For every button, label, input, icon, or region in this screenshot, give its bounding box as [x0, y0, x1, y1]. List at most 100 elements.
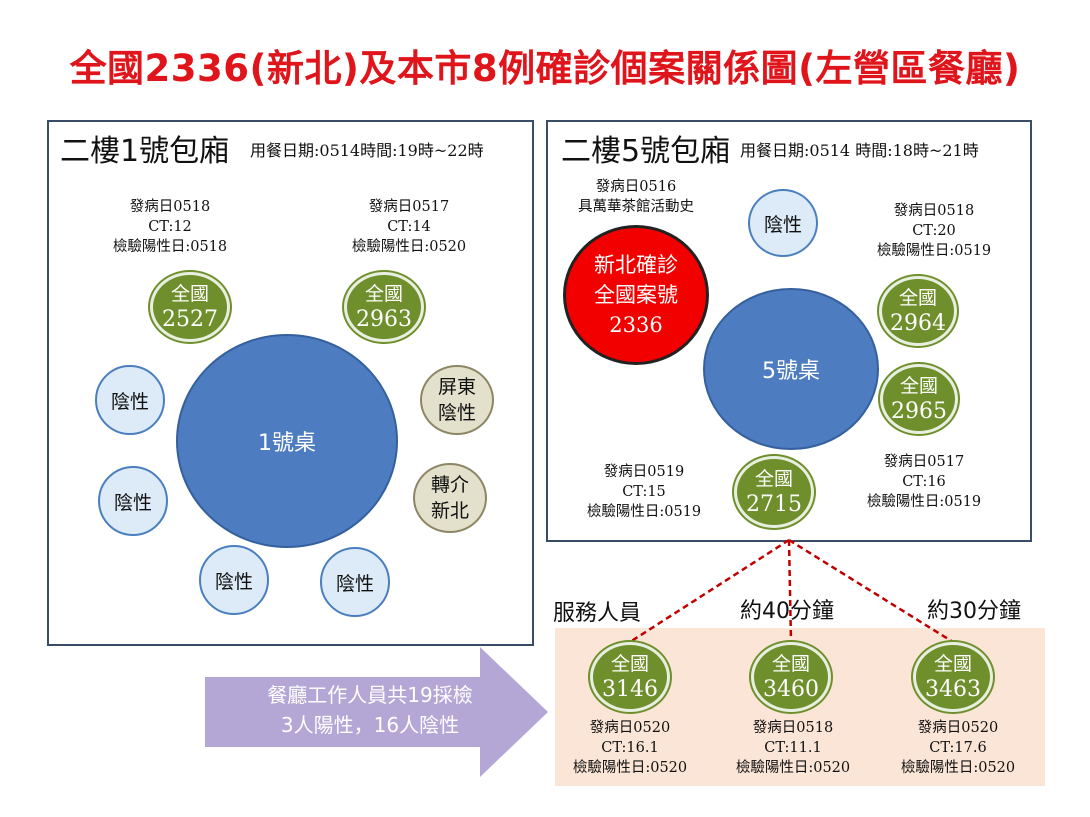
negative-label: 陰性: [110, 390, 149, 413]
pingtung-label: 屏東: [437, 376, 476, 398]
case-2715-node: 全國 2715: [734, 456, 814, 528]
negative-label: 陰性: [763, 213, 802, 236]
room1-negative-4: 陰性: [320, 547, 390, 617]
pingtung-result: 陰性: [437, 402, 476, 424]
case-3146-label: 全國: [610, 653, 649, 675]
table-5: 5號桌: [703, 288, 879, 450]
case-2715-ct: CT:15: [622, 484, 666, 500]
pingtung-negative-node: 屏東 陰性: [420, 365, 494, 435]
room1-heading: 二樓1號包廂: [60, 134, 230, 169]
case-2964-info: 發病日0518 CT:20 檢驗陽性日:0519: [877, 201, 991, 261]
case-2715-info: 發病日0519 CT:15 檢驗陽性日:0519: [587, 462, 701, 522]
index-case-info: 發病日0516 具萬華茶館活動史: [578, 177, 694, 217]
index-case-label: 新北確診: [594, 253, 678, 277]
case-2964-positive-date: 檢驗陽性日:0519: [876, 243, 992, 259]
index-case-note: 具萬華茶館活動史: [578, 199, 694, 215]
case-2964-label: 全國: [898, 287, 937, 309]
link-to-3146: [629, 538, 790, 644]
referred-label: 轉介: [430, 474, 469, 496]
room5-negative: 陰性: [748, 189, 818, 257]
case-2965-info: 發病日0517 CT:16 檢驗陽性日:0519: [867, 452, 981, 512]
referred-new-taipei-node: 轉介 新北: [413, 463, 487, 533]
staff-testing-arrow: [205, 647, 548, 777]
room1-negative-2: 陰性: [98, 466, 168, 536]
case-3463-onset: 發病日0520: [917, 720, 999, 736]
case-3460-info: 發病日0518 CT:11.1 檢驗陽性日:0520: [736, 718, 850, 778]
case-2964-number: 2964: [890, 311, 946, 336]
staff-testing-summary: 餐廳工作人員共19採檢 3人陽性，16人陰性: [230, 680, 510, 740]
case-3460-onset: 發病日0518: [752, 720, 834, 736]
link-to-3460: [787, 539, 793, 643]
case-3463-ct: CT:17.6: [929, 740, 987, 756]
case-2715-label: 全國: [754, 468, 793, 490]
staff-tested-count: 餐廳工作人員共19採檢: [267, 683, 473, 707]
case-2964-ct: CT:20: [912, 223, 956, 239]
case-2527-info: 發病日0518 CT:12 檢驗陽性日:0518: [113, 197, 227, 257]
negative-label: 陰性: [113, 491, 152, 514]
case-2965-onset: 發病日0517: [883, 454, 965, 470]
table-1: 1號桌: [176, 334, 398, 548]
room5-heading: 二樓5號包廂: [561, 134, 731, 169]
staff-test-results: 3人陽性，16人陰性: [280, 713, 460, 737]
case-2965-ct: CT:16: [902, 474, 946, 490]
room5-meal-info: 用餐日期:0514 時間:18時~21時: [740, 141, 979, 160]
case-2965-positive-date: 檢驗陽性日:0519: [866, 494, 982, 510]
case-2965-node: 全國 2965: [880, 364, 958, 434]
case-3146-node: 全國 3146: [590, 642, 670, 712]
case-2527-positive-date: 檢驗陽性日:0518: [112, 239, 228, 255]
room1-negative-1: 陰性: [95, 365, 165, 435]
case-3146-positive-date: 檢驗陽性日:0520: [572, 760, 688, 776]
index-case-sublabel: 全國案號: [594, 283, 678, 307]
case-3460-ct: CT:11.1: [764, 740, 822, 756]
case-3463-info: 發病日0520 CT:17.6 檢驗陽性日:0520: [901, 718, 1015, 778]
case-2715-positive-date: 檢驗陽性日:0519: [586, 504, 702, 520]
index-case-onset: 發病日0516: [595, 179, 677, 195]
case-2527-onset: 發病日0518: [129, 199, 211, 215]
negative-label: 陰性: [335, 572, 374, 595]
case-3146-onset: 發病日0520: [589, 720, 671, 736]
table-1-label: 1號桌: [258, 431, 316, 456]
case-3463-label: 全國: [933, 653, 972, 675]
case-2715-onset: 發病日0519: [603, 464, 685, 480]
index-case-2336-node: 新北確診 全國案號 2336: [563, 225, 709, 365]
case-3460-node: 全國 3460: [751, 642, 831, 712]
case-3460-number: 3460: [763, 677, 819, 702]
case-2715-number: 2715: [746, 492, 802, 517]
case-2963-label: 全國: [364, 283, 403, 305]
case-2965-number: 2965: [891, 399, 947, 424]
case-3460-positive-date: 檢驗陽性日:0520: [735, 760, 851, 776]
about-30-minutes: 約30分鐘: [927, 599, 1021, 624]
case-2963-onset: 發病日0517: [368, 199, 450, 215]
table-5-label: 5號桌: [762, 359, 820, 384]
case-2964-node: 全國 2964: [879, 276, 957, 346]
room1-negative-3: 陰性: [199, 545, 269, 615]
referred-destination: 新北: [430, 500, 469, 522]
case-2527-number: 2527: [162, 307, 218, 332]
case-2965-label: 全國: [899, 375, 938, 397]
case-2527-node: 全國 2527: [150, 272, 230, 342]
case-3460-label: 全國: [771, 653, 810, 675]
room1-meal-info: 用餐日期:0514時間:19時~22時: [250, 141, 484, 160]
about-40-minutes: 約40分鐘: [740, 599, 834, 624]
link-to-3463: [788, 538, 954, 644]
case-2963-info: 發病日0517 CT:14 檢驗陽性日:0520: [352, 197, 466, 257]
case-3146-info: 發病日0520 CT:16.1 檢驗陽性日:0520: [573, 718, 687, 778]
case-2527-ct: CT:12: [148, 219, 192, 235]
arrow-shape: [205, 647, 548, 777]
case-2964-onset: 發病日0518: [893, 203, 975, 219]
case-2963-node: 全國 2963: [344, 272, 424, 342]
index-case-number: 2336: [609, 313, 663, 337]
case-2963-positive-date: 檢驗陽性日:0520: [351, 239, 467, 255]
negative-label: 陰性: [214, 570, 253, 593]
case-3463-node: 全國 3463: [913, 642, 993, 712]
page-title: 全國2336(新北)及本市8例確診個案關係圖(左營區餐廳): [69, 47, 1021, 90]
case-2963-ct: CT:14: [387, 219, 431, 235]
case-3463-positive-date: 檢驗陽性日:0520: [900, 760, 1016, 776]
case-3146-ct: CT:16.1: [601, 740, 659, 756]
case-3463-number: 3463: [925, 677, 981, 702]
case-2963-number: 2963: [356, 307, 412, 332]
case-2527-label: 全國: [170, 283, 209, 305]
case-3146-number: 3146: [602, 677, 658, 702]
staff-label: 服務人員: [553, 601, 642, 626]
